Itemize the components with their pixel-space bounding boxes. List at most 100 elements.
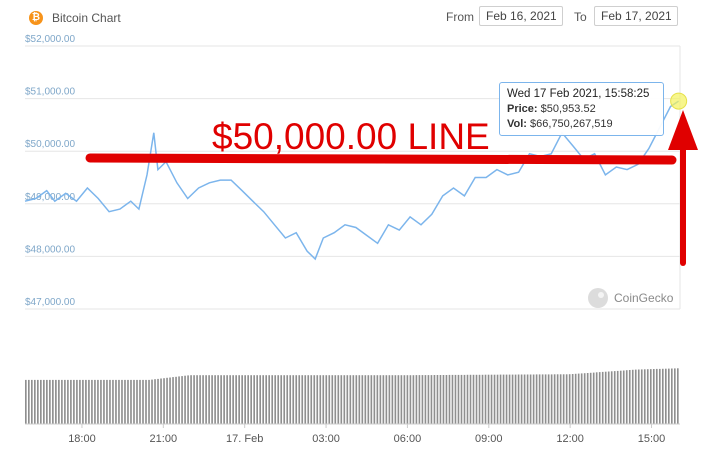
volume-bar — [325, 375, 328, 424]
volume-bar — [559, 374, 562, 424]
volume-bar — [451, 374, 454, 424]
volume-bar — [190, 375, 192, 424]
volume-bar — [193, 375, 195, 424]
x-tick-label: 12:00 — [556, 433, 584, 445]
volume-bar — [337, 375, 340, 424]
volume-bar — [124, 379, 126, 424]
x-tick-label: 03:00 — [312, 433, 340, 445]
volume-bar — [520, 374, 523, 424]
volume-bar — [175, 376, 177, 424]
volume-bar — [214, 375, 216, 424]
volume-bar — [265, 375, 268, 424]
volume-bar — [595, 372, 598, 424]
volume-bar — [616, 370, 619, 424]
volume-bar — [499, 374, 502, 424]
volume-bar — [397, 375, 400, 424]
y-tick-label: $48,000.00 — [25, 244, 75, 255]
volume-bar — [409, 375, 412, 424]
volume-bar — [67, 379, 69, 424]
volume-bar — [598, 372, 601, 424]
volume-bar — [556, 374, 559, 424]
volume-bar — [160, 378, 162, 424]
volume-bar — [442, 375, 445, 424]
volume-bar — [466, 374, 469, 424]
volume-bar — [226, 375, 228, 424]
volume-bar — [94, 379, 96, 424]
volume-bar — [250, 375, 252, 424]
volume-bar — [571, 374, 574, 424]
volume-bar — [478, 374, 481, 424]
volume-bar — [517, 374, 520, 424]
volume-bar — [289, 375, 292, 424]
volume-bar — [229, 375, 231, 424]
volume-bar — [316, 375, 319, 424]
volume-bar — [677, 368, 679, 424]
volume-bar — [610, 371, 613, 424]
annotation-label: $50,000.00 LINE — [212, 116, 490, 157]
y-tick-label: $47,000.00 — [25, 297, 75, 308]
x-tick-label: 21:00 — [150, 433, 178, 445]
volume-bar — [145, 379, 147, 424]
volume-bar — [85, 379, 87, 424]
volume-bar — [151, 379, 153, 424]
x-tick-label: 06:00 — [394, 433, 422, 445]
volume-bar — [34, 379, 36, 424]
volume-bar — [424, 375, 427, 424]
volume-bar — [661, 368, 664, 424]
volume-bar — [628, 370, 631, 424]
volume-bar — [640, 369, 643, 424]
volume-bar — [43, 379, 45, 424]
volume-bar — [514, 374, 517, 424]
to-date-input[interactable] — [594, 6, 678, 26]
volume-bar — [295, 375, 298, 424]
volume-bar — [40, 379, 42, 424]
volume-bar — [508, 374, 511, 424]
volume-bar — [658, 368, 661, 424]
volume-bar — [487, 374, 490, 424]
volume-bar — [220, 375, 222, 424]
volume-bar — [562, 374, 565, 424]
volume-bar — [388, 375, 391, 424]
volume-bar — [157, 378, 159, 424]
volume-bar — [298, 375, 301, 424]
volume-bar — [535, 374, 538, 424]
volume-bar — [505, 374, 508, 424]
volume-bar — [391, 375, 394, 424]
volume-bar — [364, 375, 367, 424]
volume-bar — [367, 375, 370, 424]
volume-bar — [493, 374, 496, 424]
volume-bar — [196, 375, 198, 424]
volume-bar — [523, 374, 526, 424]
volume-bar — [646, 369, 649, 424]
volume-bar — [172, 377, 174, 424]
watermark-text: CoinGecko — [614, 291, 674, 305]
volume-bar — [118, 379, 120, 424]
hover-marker[interactable] — [670, 92, 688, 110]
volume-bar — [604, 371, 607, 424]
volume-bar — [283, 375, 286, 424]
volume-bar — [550, 374, 553, 424]
volume-bar — [319, 375, 322, 424]
volume-bar — [28, 379, 30, 424]
volume-bar — [403, 375, 406, 424]
volume-bar — [256, 375, 258, 424]
volume-bar — [334, 375, 337, 424]
volume-bar — [82, 379, 84, 424]
volume-bar — [199, 375, 201, 424]
volume-bar — [673, 368, 676, 424]
volume-bar — [208, 375, 210, 424]
volume-bar — [340, 375, 343, 424]
volume-bar — [259, 375, 262, 424]
volume-bar — [415, 375, 418, 424]
volume-bar — [313, 375, 316, 424]
volume-bar — [544, 374, 547, 424]
volume-bar — [49, 379, 51, 424]
from-date-input[interactable] — [479, 6, 563, 26]
price-line — [24, 100, 680, 261]
volume-bar — [181, 376, 183, 424]
y-tick-label: $51,000.00 — [25, 87, 75, 98]
volume-bar — [277, 375, 280, 424]
volume-bar — [106, 379, 108, 424]
chart-title: Bitcoin Chart — [52, 11, 121, 25]
